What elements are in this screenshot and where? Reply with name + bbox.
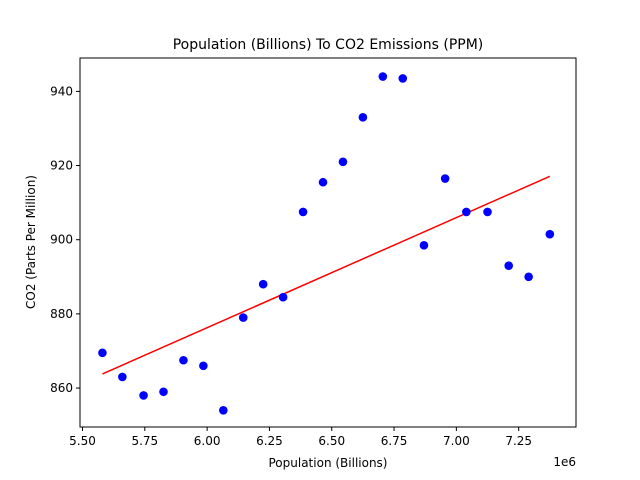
data-point <box>298 207 308 217</box>
y-axis-label: CO2 (Parts Per Million) <box>24 175 38 309</box>
plot-area <box>80 58 576 427</box>
x-tick-label: 6.00 <box>194 434 221 448</box>
axes-border <box>79 57 577 428</box>
data-point <box>378 72 388 81</box>
axes-frame <box>79 57 577 428</box>
x-tick-label: 6.25 <box>256 434 283 448</box>
data-point <box>258 279 268 289</box>
data-point <box>278 292 288 302</box>
x-tick-label: 5.75 <box>131 434 158 448</box>
x-tick-label: 6.50 <box>318 434 345 448</box>
data-point <box>419 240 429 250</box>
data-points <box>98 72 555 415</box>
data-point <box>398 74 408 83</box>
data-point <box>199 361 208 371</box>
data-point <box>238 313 248 322</box>
data-point <box>504 261 514 270</box>
data-point <box>219 406 228 415</box>
y-tick-label: 860 <box>50 381 73 395</box>
y-axis-ticks: 860 880 900 920 940 <box>50 84 80 395</box>
data-point <box>483 207 492 217</box>
regression-line <box>102 175 551 375</box>
x-tick-label: 6.75 <box>381 434 408 448</box>
data-point <box>118 372 127 382</box>
data-point <box>524 272 533 282</box>
x-axis-label: Population (Billions) <box>269 456 388 470</box>
data-point <box>179 355 188 365</box>
data-point <box>545 229 555 239</box>
y-tick-label: 900 <box>50 233 73 247</box>
plot-background <box>80 58 576 427</box>
data-point <box>139 391 148 400</box>
y-tick-label: 940 <box>50 84 73 98</box>
x-tick-label: 5.50 <box>69 434 96 448</box>
data-point <box>159 387 168 397</box>
x-tick-label: 7.25 <box>505 434 532 448</box>
x-axis-ticks: 5.50 5.75 6.00 6.25 6.50 6.75 7.00 7.25 <box>69 427 532 448</box>
data-point <box>98 348 107 358</box>
y-tick-label: 920 <box>50 159 73 173</box>
data-point <box>462 207 471 217</box>
x-axis-offset-text: 1e6 <box>553 455 576 469</box>
chart-title: Population (Billions) To CO2 Emissions (… <box>173 37 484 53</box>
data-point <box>440 174 450 183</box>
y-tick-label: 880 <box>50 307 73 321</box>
data-point <box>318 177 328 187</box>
regression-line-layer <box>102 175 551 375</box>
x-tick-label: 7.00 <box>443 434 470 448</box>
data-point <box>338 157 348 167</box>
data-point <box>358 113 368 122</box>
